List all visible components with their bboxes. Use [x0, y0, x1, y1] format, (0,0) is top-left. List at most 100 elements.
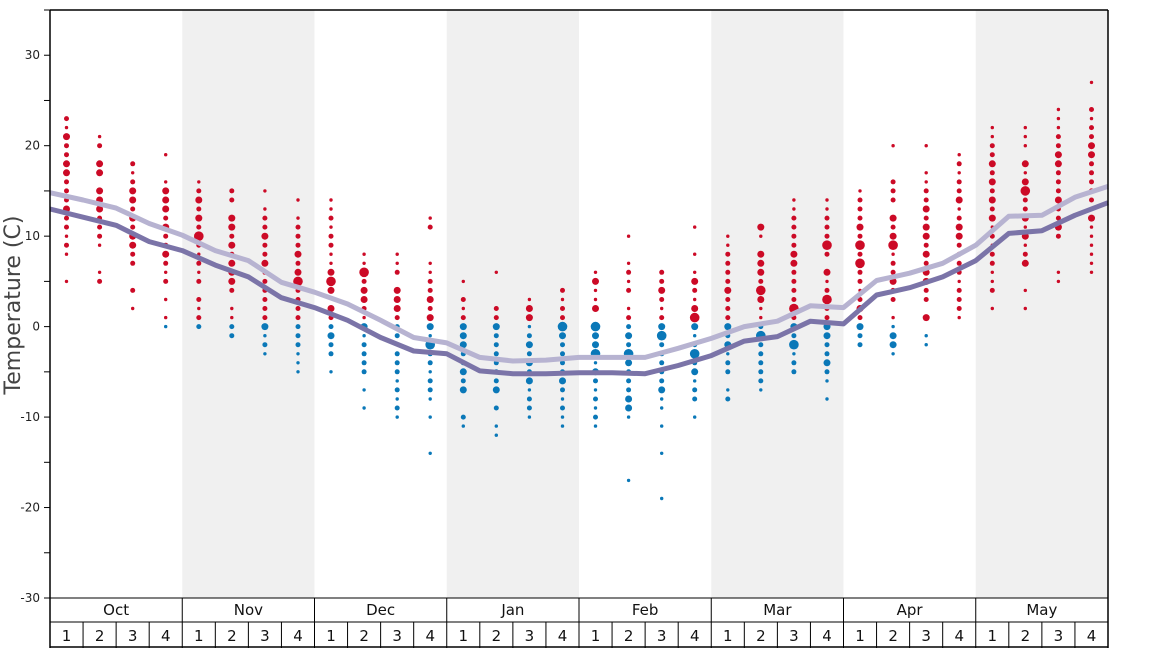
data-dot [725, 315, 731, 321]
data-dot [262, 306, 268, 311]
data-dot [560, 387, 565, 393]
data-dot [659, 297, 665, 302]
week-label: 1 [194, 627, 204, 645]
data-dot [427, 387, 433, 393]
data-dot [526, 405, 532, 411]
data-dot [559, 377, 566, 385]
data-dot [660, 424, 664, 428]
data-dot [197, 306, 201, 311]
data-dot [823, 332, 831, 340]
data-dot [956, 297, 962, 302]
data-dot [261, 323, 269, 331]
data-dot [428, 261, 432, 265]
data-dot [1022, 197, 1028, 203]
data-dot [63, 133, 70, 141]
data-dot [857, 333, 863, 339]
data-dot [129, 196, 137, 204]
data-dot [726, 352, 730, 356]
data-dot [1023, 288, 1027, 293]
y-tick-label: -20 [20, 501, 40, 515]
data-dot [857, 342, 863, 348]
week-label: 1 [591, 627, 601, 645]
data-dot [1023, 243, 1027, 247]
data-dot [163, 278, 169, 284]
data-dot [592, 341, 599, 349]
data-dot [525, 341, 533, 349]
data-dot [1089, 197, 1094, 203]
data-dot [195, 214, 203, 222]
month-band-may [975, 10, 1108, 598]
data-dot [726, 234, 730, 238]
week-label: 4 [690, 627, 700, 645]
data-dot [823, 359, 831, 367]
data-dot [395, 379, 399, 383]
data-dot [1089, 161, 1094, 167]
data-dot [1022, 206, 1028, 212]
data-dot [130, 179, 136, 185]
data-dot [525, 377, 533, 385]
data-dot [527, 297, 532, 302]
data-dot [394, 369, 400, 375]
data-dot [824, 224, 830, 230]
data-dot [393, 305, 401, 312]
data-dot [362, 315, 366, 320]
data-dot [956, 306, 962, 311]
data-dot [460, 378, 466, 384]
data-dot [329, 225, 333, 229]
month-label-may: May [1026, 601, 1057, 619]
week-label: 2 [359, 627, 369, 645]
data-dot [196, 206, 202, 212]
data-dot [459, 386, 467, 394]
week-label: 3 [525, 627, 535, 645]
data-dot [922, 314, 930, 322]
data-dot [955, 223, 963, 231]
data-dot [825, 207, 829, 211]
data-dot [459, 368, 467, 376]
data-dot [824, 315, 830, 321]
data-dot [560, 360, 565, 366]
data-dot [924, 144, 928, 148]
data-dot [329, 252, 333, 256]
data-dot [1089, 80, 1094, 85]
data-dot [63, 169, 70, 177]
data-dot [427, 378, 433, 384]
data-dot [328, 233, 334, 239]
data-dot [295, 306, 301, 311]
data-dot [395, 252, 399, 256]
data-dot [824, 369, 830, 375]
data-dot [756, 285, 766, 296]
data-dot [64, 188, 69, 194]
week-label: 1 [459, 627, 469, 645]
data-dot [1056, 107, 1061, 112]
data-dot [693, 252, 697, 256]
data-dot [890, 179, 896, 185]
data-dot [263, 207, 267, 211]
data-dot [163, 260, 169, 266]
data-dot [362, 406, 366, 410]
data-dot [1055, 179, 1061, 185]
data-dot [327, 332, 335, 340]
data-dot [855, 258, 865, 269]
data-dot [461, 424, 465, 428]
data-dot [890, 260, 896, 266]
data-dot [527, 324, 532, 329]
data-dot [626, 287, 632, 293]
data-dot [891, 315, 895, 320]
data-dot [393, 286, 401, 294]
data-dot [626, 324, 632, 330]
data-dot [791, 233, 797, 239]
data-dot [989, 188, 995, 194]
data-dot [64, 125, 69, 130]
data-dot [593, 297, 598, 302]
data-dot [130, 161, 136, 167]
data-dot [891, 324, 895, 329]
data-dot [691, 305, 699, 312]
data-dot [395, 415, 399, 419]
week-label: 3 [789, 627, 799, 645]
data-dot [955, 196, 963, 204]
data-dot [1089, 270, 1094, 274]
data-dot [724, 323, 732, 331]
data-dot [261, 259, 269, 267]
data-dot [361, 369, 367, 375]
data-dot [693, 297, 697, 302]
